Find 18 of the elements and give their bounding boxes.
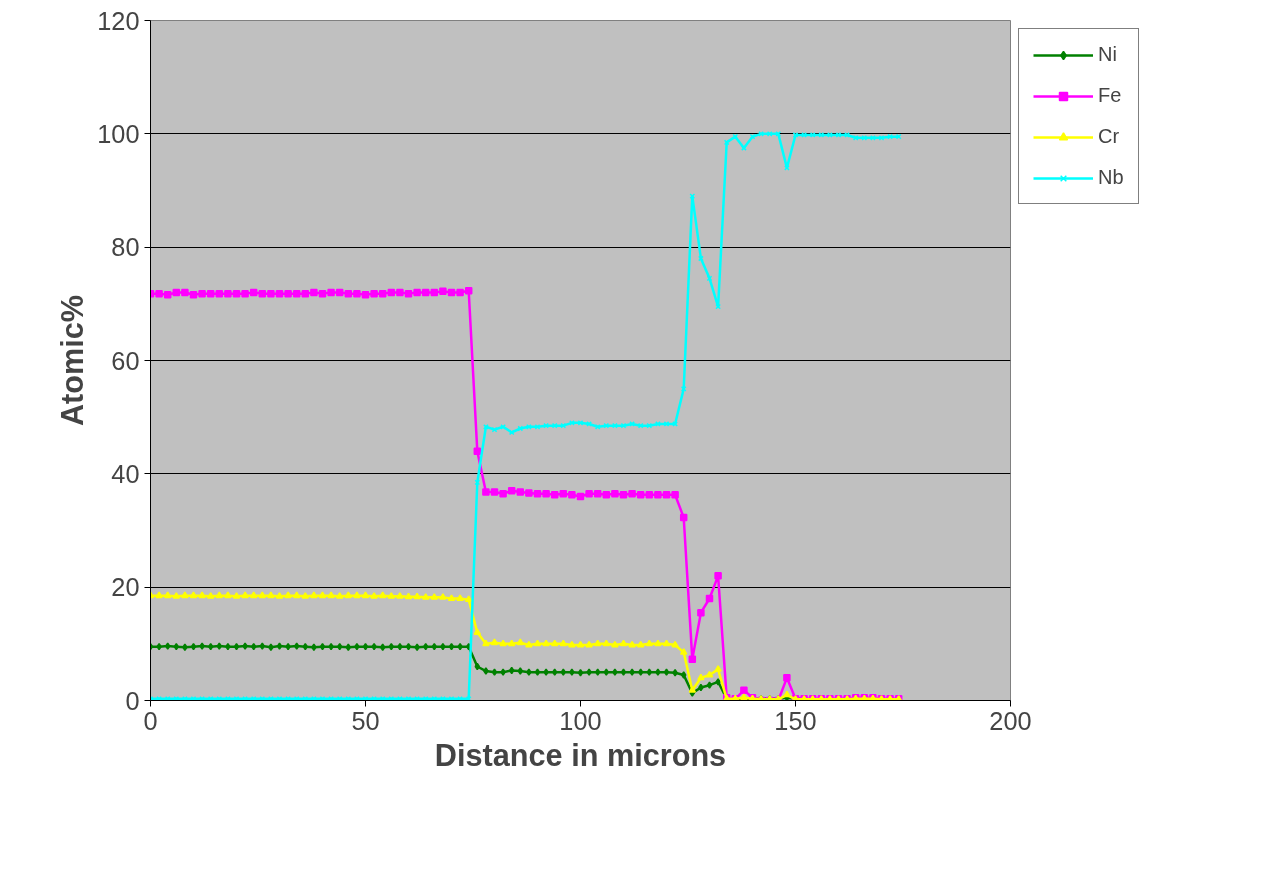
- y-tick-label: 120: [97, 6, 140, 35]
- legend-label: Nb: [1098, 166, 1124, 189]
- y-axis-title: Atomic%: [55, 294, 90, 427]
- y-tick-label: 40: [111, 459, 140, 488]
- legend-label: Ni: [1098, 43, 1118, 66]
- legend-label: Cr: [1098, 125, 1120, 148]
- x-tick-label: 200: [989, 706, 1032, 735]
- y-tick-label: 0: [125, 686, 140, 715]
- y-tick-label: 20: [111, 573, 140, 602]
- y-tick-label: 80: [111, 233, 140, 262]
- x-axis-title: Distance in microns: [434, 737, 727, 772]
- x-tick-label: 100: [559, 706, 602, 735]
- y-tick-label: 60: [111, 346, 140, 375]
- x-tick-label: 50: [351, 706, 380, 735]
- y-tick-label: 100: [97, 119, 140, 148]
- x-tick-label: 150: [774, 706, 817, 735]
- x-tick-label: 0: [143, 706, 158, 735]
- legend-label: Fe: [1098, 84, 1122, 107]
